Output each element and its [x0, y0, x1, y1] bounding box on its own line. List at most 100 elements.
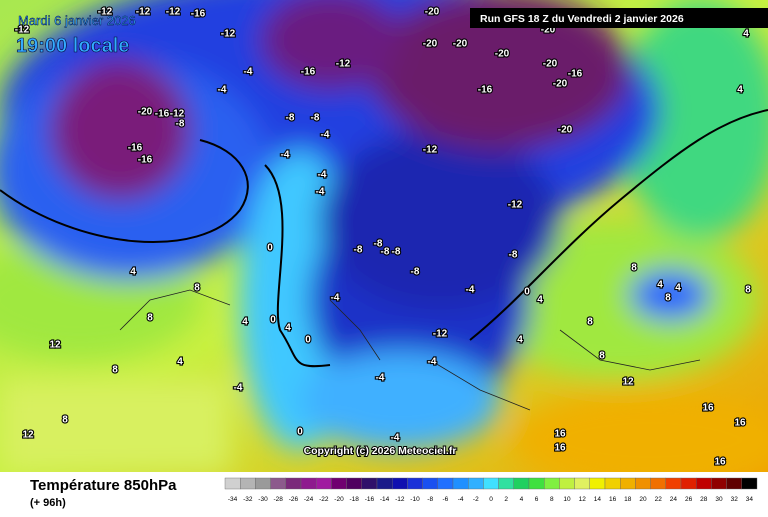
temperature-label: -8 — [176, 119, 185, 130]
temperature-label: 8 — [62, 415, 68, 426]
legend-swatch — [635, 477, 651, 490]
copyright: Copyright (c) 2026 Meteociel.fr — [304, 445, 457, 457]
temperature-label: -12 — [508, 200, 523, 211]
temperature-label: 16 — [702, 403, 714, 414]
legend-label: -30 — [258, 496, 268, 503]
temperature-label: -4 — [234, 383, 243, 394]
temperature-label: -8 — [509, 250, 518, 261]
legend-label: 10 — [563, 496, 571, 503]
legend-swatch — [528, 477, 545, 490]
temperature-label: -20 — [558, 125, 573, 136]
temperature-label: 8 — [112, 365, 118, 376]
temperature-label: -20 — [425, 7, 440, 18]
temperature-label: -16 — [138, 155, 153, 166]
legend-label: 28 — [700, 496, 708, 503]
temperature-label: -4 — [331, 293, 340, 304]
legend-label: -26 — [289, 496, 299, 503]
temperature-label: -16 — [478, 85, 493, 96]
temperature-label: -12 — [170, 109, 185, 120]
legend-label: -18 — [349, 496, 359, 503]
temperature-label: -12 — [136, 7, 151, 18]
temperature-label: 16 — [714, 457, 726, 468]
temperature-label: -12 — [98, 7, 113, 18]
temperature-label: 4 — [517, 335, 523, 346]
legend-swatch — [407, 477, 423, 490]
temperature-label: 12 — [622, 377, 634, 388]
legend-label: -14 — [380, 496, 390, 503]
temperature-label: 4 — [537, 295, 543, 306]
legend-label: 6 — [535, 496, 539, 503]
temperature-label: -20 — [543, 59, 558, 70]
temperature-label: 12 — [22, 430, 34, 441]
legend-label: 18 — [624, 496, 632, 503]
temperature-label: 8 — [147, 313, 153, 324]
temperature-label: -12 — [336, 59, 351, 70]
temperature-blobs — [0, 0, 768, 490]
legend-swatch — [650, 477, 666, 490]
legend-swatch — [589, 477, 606, 490]
legend-swatch — [483, 477, 499, 490]
legend-swatch — [437, 477, 454, 490]
temperature-label: -4 — [316, 187, 325, 198]
legend-swatch — [559, 477, 575, 490]
temperature-label: 12 — [49, 340, 61, 351]
temperature-label: 8 — [631, 263, 637, 274]
map-field — [0, 0, 768, 490]
legend-swatch — [711, 477, 727, 490]
temperature-label: -16 — [301, 67, 316, 78]
temperature-label: 8 — [194, 283, 200, 294]
legend-swatch — [513, 477, 530, 490]
temperature-label: 4 — [657, 280, 663, 291]
temperature-label: 16 — [554, 443, 566, 454]
legend-swatch — [680, 477, 697, 490]
temperature-label: 4 — [743, 29, 749, 40]
temperature-label: 0 — [305, 335, 311, 346]
temperature-label: -12 — [15, 25, 30, 36]
legend-label: 0 — [489, 496, 493, 503]
legend-label: -24 — [304, 496, 314, 503]
temperature-label: 8 — [665, 293, 671, 304]
temperature-label: -4 — [428, 357, 437, 368]
temperature-label: 0 — [297, 427, 303, 438]
temperature-label: -8 — [354, 245, 363, 256]
temperature-label: 4 — [177, 357, 183, 368]
temperature-label: -20 — [553, 79, 568, 90]
legend-swatch — [316, 477, 332, 490]
temperature-label: 4 — [285, 323, 291, 334]
temperature-label: -4 — [218, 85, 227, 96]
legend-label: 30 — [715, 496, 723, 503]
legend-swatch — [665, 477, 682, 490]
legend-swatch — [239, 477, 256, 490]
temperature-label: -8 — [374, 239, 383, 250]
forecast-time: 19:00 locale — [16, 35, 129, 57]
temperature-label: -16 — [568, 69, 583, 80]
legend-label: 34 — [746, 496, 754, 503]
color-legend: -34 -32 -30 -28 -26 -24 -22 -20 -18 -16 -14 -12 -10-… — [224, 477, 758, 503]
temperature-label: 8 — [587, 317, 593, 328]
legend-swatch — [604, 477, 621, 490]
legend-label: 14 — [594, 496, 602, 503]
legend-swatch — [361, 477, 378, 490]
legend-label: -32 — [243, 496, 253, 503]
temperature-label: -16 — [155, 109, 170, 120]
legend-swatch — [224, 477, 241, 490]
temperature-label: 8 — [745, 285, 751, 296]
legend-swatch — [285, 477, 302, 490]
legend-swatch — [574, 477, 590, 490]
legend-swatch — [498, 477, 515, 490]
legend-swatch — [270, 477, 287, 490]
zero-isotherm — [0, 109, 768, 368]
temperature-label: 4 — [130, 267, 136, 278]
legend-label: -16 — [365, 496, 375, 503]
legend-label: 24 — [670, 496, 678, 503]
temperature-label: -4 — [466, 285, 475, 296]
temperature-label: -8 — [311, 113, 320, 124]
legend-label: -12 — [395, 496, 405, 503]
temperature-label: 16 — [734, 418, 746, 429]
temperature-label: -20 — [495, 49, 510, 60]
footer-subtitle: (+ 96h) — [30, 497, 66, 509]
temperature-label: -8 — [381, 247, 390, 258]
temperature-label: -12 — [423, 145, 438, 156]
temperature-label: 8 — [599, 351, 605, 362]
legend-label: -20 — [334, 496, 344, 503]
